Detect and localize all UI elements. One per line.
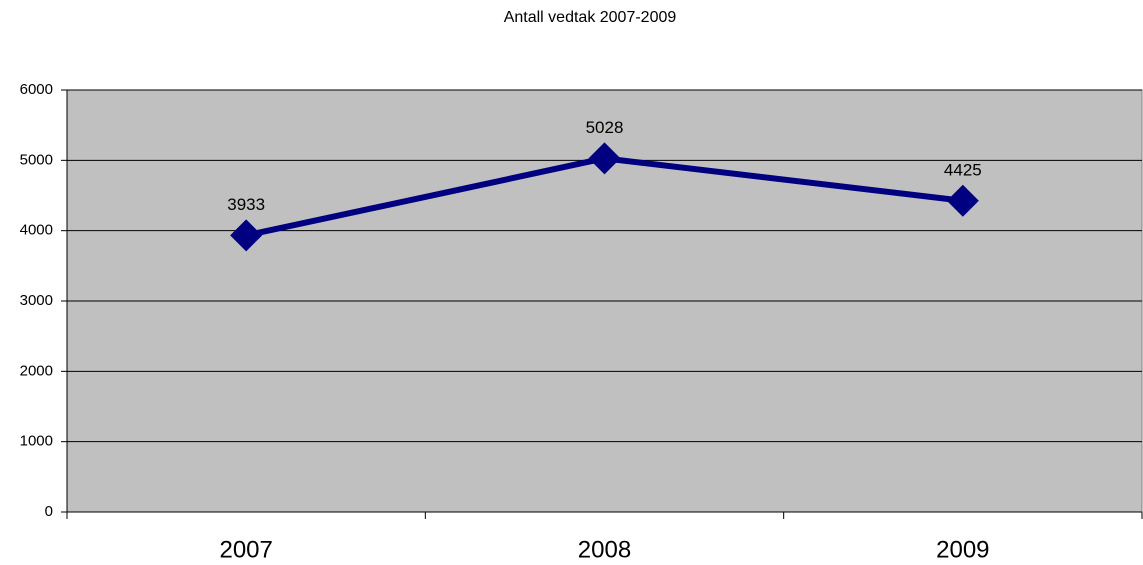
data-label: 5028 [586, 118, 624, 137]
y-tick-label: 6000 [20, 81, 53, 98]
marker [946, 184, 979, 217]
data-label: 3933 [227, 195, 265, 214]
y-tick-label: 2000 [20, 362, 53, 379]
y-tick-label: 3000 [20, 292, 53, 309]
y-tick-label: 0 [45, 503, 53, 520]
data-label: 4425 [944, 160, 982, 179]
chart-title: Antall vedtak 2007-2009 [504, 9, 677, 26]
y-tick-label: 5000 [20, 151, 53, 168]
marker [230, 219, 263, 252]
x-tick-label: 2008 [578, 536, 631, 563]
marker [588, 142, 621, 175]
y-tick-label: 4000 [20, 222, 53, 239]
x-tick-label: 2009 [936, 536, 989, 563]
y-tick-label: 1000 [20, 433, 53, 450]
x-tick-label: 2007 [219, 536, 272, 563]
